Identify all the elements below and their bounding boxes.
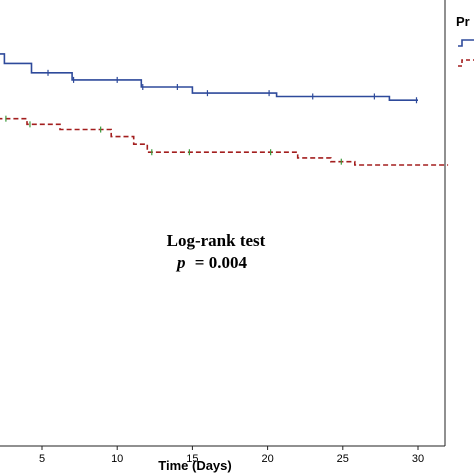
x-tick-label: 25: [337, 453, 349, 465]
p-value: = 0.004: [195, 253, 248, 272]
annotation-line2: p = 0.004: [175, 253, 247, 272]
x-tick-label: 15: [186, 453, 198, 465]
chart-marks: [0, 53, 449, 166]
annotation-line1: Log-rank test: [167, 231, 266, 250]
survival-curve-series-2: [0, 117, 449, 166]
legend-title: Pr: [456, 14, 470, 29]
legend-swatch-series-1: [458, 39, 474, 47]
x-tick-label: 30: [412, 453, 424, 465]
x-axis-ticks: 5 10 15 20 25 30: [39, 446, 424, 465]
legend: Pr: [456, 14, 474, 67]
x-tick-label: 10: [111, 453, 123, 465]
p-symbol: p: [175, 253, 186, 272]
legend-swatch-series-2: [458, 59, 474, 67]
x-axis-title: Time (Days): [158, 458, 231, 473]
survival-curve-series-1: [0, 53, 418, 101]
x-tick-label: 5: [39, 453, 45, 465]
x-tick-label: 20: [261, 453, 273, 465]
